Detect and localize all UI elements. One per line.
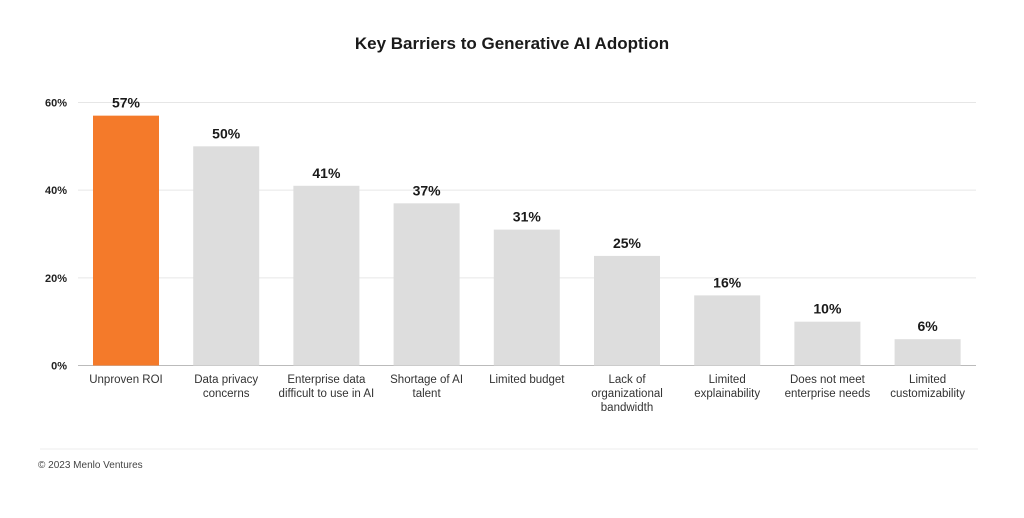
y-tick-label: 0% (51, 361, 67, 373)
chart-title: Key Barriers to Generative AI Adoption (355, 34, 669, 53)
bar (794, 321, 861, 366)
data-label: 6% (917, 318, 938, 334)
x-tick-label: Unproven ROI (89, 374, 163, 386)
copyright-text: © 2023 Menlo Ventures (38, 460, 143, 471)
data-label: 10% (813, 301, 842, 317)
value-labels: 57% 50% 41% 37% 31% 25% 16% 10% 6% (112, 95, 938, 335)
bar (293, 185, 360, 366)
bar (393, 203, 460, 366)
x-tick-label: Data privacy concerns (194, 374, 258, 400)
data-label: 31% (513, 209, 542, 225)
bar (694, 295, 761, 366)
x-tick-label: Does not meet enterprise needs (785, 374, 871, 400)
y-tick-label: 60% (45, 98, 67, 110)
x-tick-label: Limited explainability (694, 374, 760, 400)
y-tick-label: 20% (45, 273, 67, 285)
data-label: 25% (613, 235, 642, 251)
data-label: 57% (112, 95, 141, 111)
y-axis-ticks: 0% 20% 40% 60% (45, 98, 67, 373)
bar (93, 115, 159, 366)
x-tick-label: Lack of organizational bandwidth (591, 374, 663, 414)
bar (594, 255, 660, 366)
bar (193, 146, 260, 366)
x-tick-label: Shortage of AI talent (390, 374, 463, 400)
data-label: 50% (212, 125, 241, 141)
y-tick-label: 40% (45, 185, 67, 197)
data-label: 41% (312, 165, 341, 181)
x-tick-label: Limited customizability (890, 374, 965, 400)
bar (894, 339, 961, 366)
bar (493, 229, 560, 366)
x-tick-label: Limited budget (489, 374, 565, 386)
category-labels: Unproven ROI Data privacy concerns Enterpri… (89, 374, 965, 414)
x-tick-label: Enterprise data difficult to use in AI (279, 374, 375, 400)
data-label: 37% (413, 182, 442, 198)
bars (93, 115, 961, 366)
data-label: 16% (713, 274, 742, 290)
